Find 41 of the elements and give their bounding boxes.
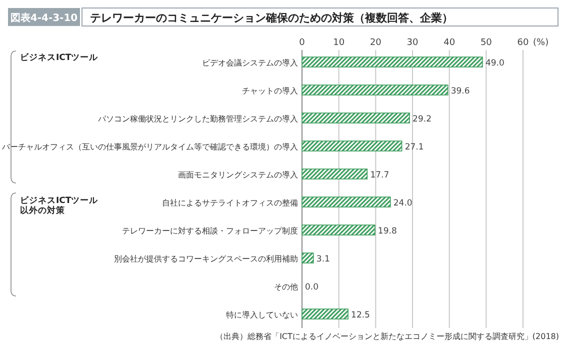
- data-label: 49.0: [485, 58, 504, 68]
- y-tick-label: 特に導入していない: [226, 310, 298, 320]
- bar: [302, 308, 348, 320]
- bar: [302, 224, 376, 236]
- chart-title: テレワーカーのコミュニケーション確保のための対策（複数回答、企業）: [90, 12, 453, 24]
- y-tick-label: ビデオ会議システムの導入: [202, 58, 298, 68]
- bar: [302, 196, 391, 208]
- x-tick-label: 0: [299, 38, 306, 48]
- text: （出典）総務省「ICTによるイノベーションと新たなエコノミー形成に関する調査研究」(2018): [216, 332, 559, 341]
- bar: [302, 140, 402, 152]
- y-tick-label: テレワーカーに対する相談・フォローアップ制度: [122, 226, 298, 236]
- text: ビジネスICTツール以外の対策: [20, 195, 100, 216]
- x-tick-label: 40: [444, 38, 456, 48]
- bar: [302, 252, 314, 264]
- x-tick-label: 60: [517, 38, 529, 48]
- y-tick-label: 画面モニタリングシステムの導入: [178, 170, 298, 180]
- text: 図表4-4-3-10: [10, 12, 78, 24]
- data-label: 39.6: [450, 86, 470, 96]
- x-tick-label: 20: [370, 38, 382, 48]
- bar: [302, 56, 483, 68]
- data-label: 19.8: [378, 226, 397, 236]
- y-tick-label: その他: [274, 282, 298, 292]
- x-axis-title: (%): [533, 38, 549, 48]
- text: ビジネスICTツール: [20, 52, 100, 63]
- data-label: 24.0: [393, 198, 412, 208]
- y-tick-label: 別会社が提供するコワーキングスペースの利用補助: [114, 254, 298, 264]
- data-label: 17.7: [370, 170, 390, 180]
- x-tick-label: 10: [333, 38, 345, 48]
- data-label: 12.5: [351, 310, 370, 320]
- data-label: 0.0: [305, 282, 319, 292]
- x-tick-label: 50: [480, 38, 492, 48]
- x-tick-label: 30: [406, 38, 418, 48]
- y-tick-label: パソコン稼働状況とリンクした勤務管理システムの導入: [97, 114, 298, 124]
- bar: [302, 84, 448, 96]
- y-tick-label: 自社によるサテライトオフィスの整備: [162, 198, 298, 208]
- data-label: 29.2: [412, 114, 432, 124]
- y-tick-label: チャットの導入: [242, 86, 298, 96]
- data-label: 27.1: [404, 142, 424, 152]
- bar: [302, 112, 410, 124]
- data-label: 3.1: [316, 254, 330, 264]
- bar: [302, 168, 368, 180]
